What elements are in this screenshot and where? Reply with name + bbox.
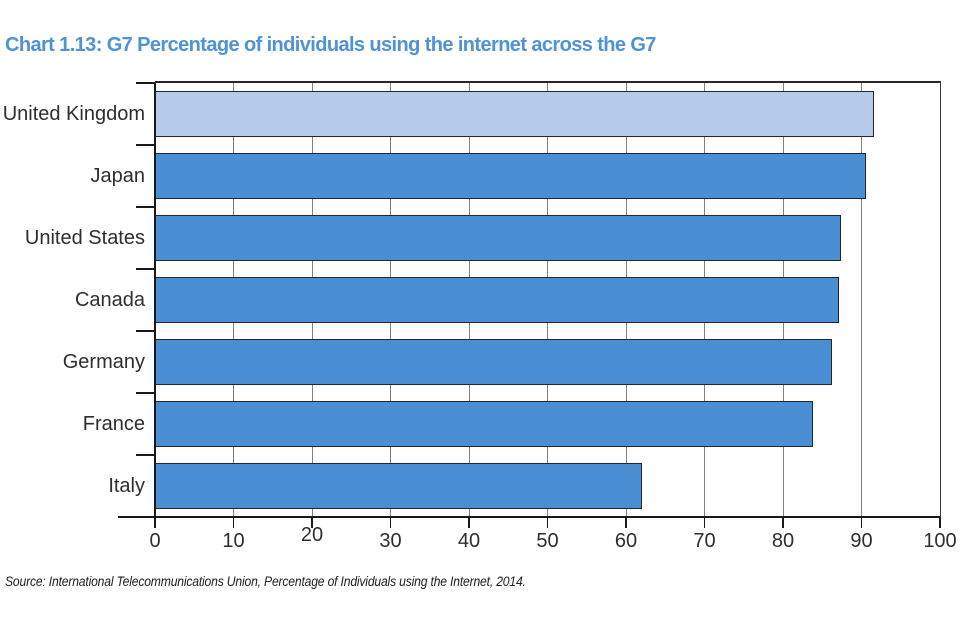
x-tick-60 xyxy=(625,517,627,528)
category-label-italy: Italy xyxy=(108,475,145,497)
x-tick-80 xyxy=(782,517,784,528)
x-tick-label-50: 50 xyxy=(536,530,559,552)
x-tick-100 xyxy=(939,517,941,528)
plot-top-border xyxy=(155,81,940,83)
x-axis-line xyxy=(118,515,940,518)
bar-germany xyxy=(155,339,832,385)
bar-france xyxy=(155,401,813,447)
x-tick-label-0: 0 xyxy=(149,530,161,552)
category-tick xyxy=(136,206,155,208)
x-tick-70 xyxy=(703,517,706,528)
x-tick-20 xyxy=(311,517,313,528)
source-note: Source: International Telecommunications… xyxy=(5,574,526,589)
category-label-united-states: United States xyxy=(24,227,145,249)
x-tick-label-100: 100 xyxy=(923,530,957,552)
category-tick xyxy=(136,454,155,456)
bar-canada xyxy=(155,277,839,323)
category-label-japan: Japan xyxy=(90,165,146,187)
x-tick-0 xyxy=(154,517,156,528)
plot-area xyxy=(136,81,941,517)
category-tick xyxy=(136,268,155,270)
x-tick-label-90: 90 xyxy=(850,530,873,552)
category-label-germany: Germany xyxy=(62,351,145,373)
category-tick xyxy=(136,330,155,332)
x-tick-50 xyxy=(546,517,549,528)
x-tick-40 xyxy=(468,517,470,528)
bar-japan xyxy=(155,153,867,199)
x-tick-label-10: 10 xyxy=(222,530,245,552)
category-tick xyxy=(136,82,155,84)
x-tick-30 xyxy=(389,517,392,528)
category-label-united-kingdom: United Kingdom xyxy=(2,103,145,125)
x-tick-label-40: 40 xyxy=(457,530,481,552)
y-axis-line xyxy=(153,83,156,517)
bar-italy xyxy=(155,463,642,509)
x-tick-label-20: 20 xyxy=(300,524,324,546)
x-tick-label-80: 80 xyxy=(771,530,795,552)
x-tick-90 xyxy=(860,517,863,528)
x-tick-10 xyxy=(232,517,235,528)
category-label-france: France xyxy=(82,413,145,435)
category-label-canada: Canada xyxy=(74,289,145,311)
x-tick-label-60: 60 xyxy=(614,530,638,552)
category-tick xyxy=(136,144,155,146)
plot-right-border xyxy=(939,81,941,517)
bar-united-kingdom xyxy=(155,91,875,137)
x-tick-label-30: 30 xyxy=(379,530,402,552)
bar-united-states xyxy=(155,215,842,261)
x-tick-label-70: 70 xyxy=(693,530,716,552)
gridline-90 xyxy=(861,83,862,517)
category-tick xyxy=(136,392,155,394)
chart-title: Chart 1.13: G7 Percentage of individuals… xyxy=(5,34,656,56)
